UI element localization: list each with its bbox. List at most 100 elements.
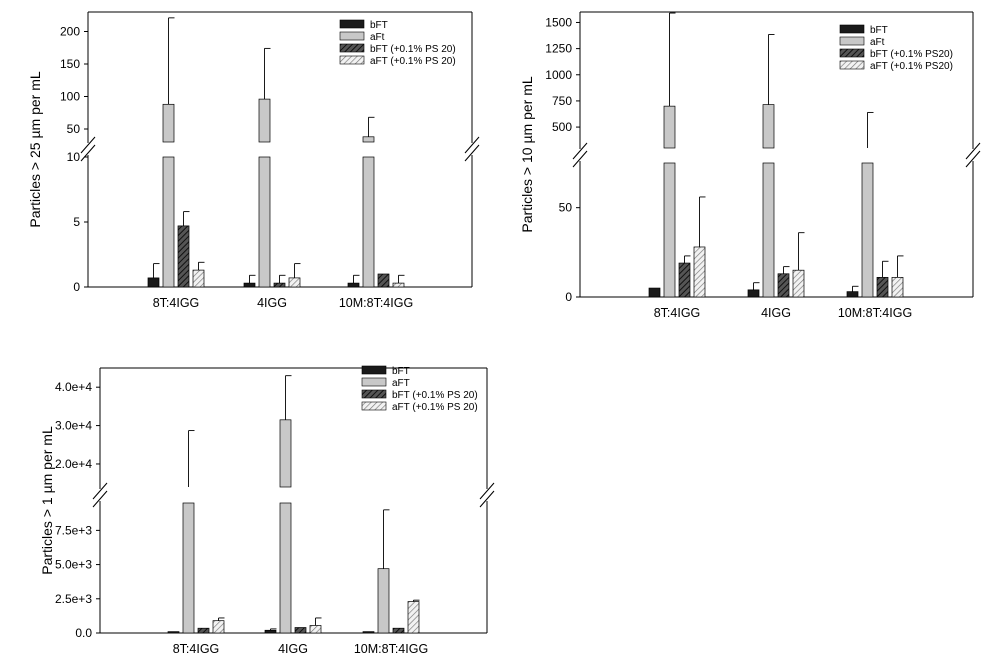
- chart-particles-1um: 0.0 2.5e+3 5.0e+3 7.5e+3 2.0e+4 3.0e+4 4.0e+4 P…: [39, 365, 495, 656]
- legend-swatch: [339, 43, 365, 53]
- legend-label: aFT (+0.1% PS20): [870, 61, 953, 72]
- bar: [273, 282, 286, 288]
- bars: [167, 375, 420, 634]
- legend-swatch: [339, 19, 365, 29]
- bar: [762, 162, 775, 298]
- y-tick-label: 2.0e+4: [55, 457, 92, 471]
- bar: [258, 156, 271, 288]
- bar: [288, 277, 301, 288]
- bar: [147, 277, 160, 288]
- y-tick-label: 1000: [545, 68, 572, 82]
- bar: [392, 627, 405, 634]
- y-tick-label: 0: [73, 280, 80, 294]
- legend-label: aFT (+0.1% PS 20): [392, 402, 478, 413]
- bar: [347, 282, 360, 288]
- legend-swatch: [839, 36, 865, 46]
- legend-label: bFT (+0.1% PS 20): [392, 390, 478, 401]
- y-tick-label: 50: [67, 122, 81, 136]
- bar: [891, 276, 904, 298]
- axis-break-mark: [464, 144, 480, 162]
- bar: [167, 631, 180, 634]
- y-tick-label: 5.0e+3: [55, 558, 92, 572]
- bar: [212, 620, 225, 634]
- y-tick-label: 200: [60, 25, 80, 39]
- y-tick-label: 150: [60, 57, 80, 71]
- legend-label: aFT: [392, 378, 410, 389]
- bar: [279, 502, 292, 634]
- legend-swatch: [839, 24, 865, 34]
- axis-break-mark: [965, 142, 981, 160]
- legend-label: bFT: [370, 20, 388, 31]
- x-tick-label: 4IGG: [257, 296, 287, 310]
- bar-upper: [279, 419, 292, 488]
- axis-break-mark: [464, 136, 480, 154]
- bar: [377, 568, 390, 634]
- bar: [693, 246, 706, 298]
- bar: [362, 156, 375, 288]
- legend-label: bFT (+0.1% PS 20): [370, 44, 456, 55]
- y-tick-label: 500: [552, 120, 572, 134]
- bar: [177, 225, 190, 288]
- legend-swatch: [361, 389, 387, 399]
- bar: [197, 627, 210, 634]
- y-tick-label: 2.5e+3: [55, 592, 92, 606]
- y-tick-label: 1250: [545, 42, 572, 56]
- y-axis-label: Particles > 1 µm per mL: [39, 426, 55, 575]
- axis-break-mark: [572, 142, 588, 160]
- bar: [243, 282, 256, 288]
- bar: [861, 162, 874, 298]
- bar-upper: [362, 136, 375, 143]
- y-axis-label: Particles > 25 µm per mL: [27, 71, 43, 228]
- axis-break-mark: [479, 482, 495, 500]
- legend-swatch: [839, 48, 865, 58]
- y-tick-label: 7.5e+3: [55, 523, 92, 537]
- legend-swatch: [361, 365, 387, 375]
- x-tick-label: 10M:8T:4IGG: [354, 642, 428, 656]
- x-tick-label: 4IGG: [761, 306, 791, 320]
- bar: [162, 156, 175, 288]
- axes: 0 50 500 750 1000 1250 1500: [545, 11, 981, 304]
- axis-break-mark: [479, 490, 495, 508]
- legend-swatch: [361, 377, 387, 387]
- axis-break-mark: [92, 482, 108, 500]
- legend-swatch: [339, 55, 365, 65]
- bar: [264, 629, 277, 634]
- chart-particles-25um: 0 5 10 50 100 150 200 Particles > 25 µm per mL 8…: [27, 11, 480, 310]
- bar: [377, 273, 390, 288]
- y-tick-label: 1500: [545, 15, 572, 29]
- bar-upper: [663, 105, 676, 149]
- y-tick-label: 4.0e+4: [55, 380, 92, 394]
- bar-upper: [162, 103, 175, 143]
- axis-break-mark: [80, 144, 96, 162]
- bars: [147, 17, 405, 288]
- bar: [846, 291, 859, 298]
- legend-label: bFT: [392, 366, 410, 377]
- x-tick-label: 4IGG: [278, 642, 308, 656]
- y-tick-label: 10: [67, 150, 81, 164]
- y-tick-label: 3.0e+4: [55, 419, 92, 433]
- legend-label: aFt: [870, 37, 885, 48]
- x-tick-label: 8T:4IGG: [654, 306, 701, 320]
- y-axis-label: Particles > 10 µm per mL: [519, 76, 535, 233]
- bar: [777, 273, 790, 298]
- bar: [678, 262, 691, 298]
- legend-swatch: [361, 401, 387, 411]
- bar: [309, 625, 322, 634]
- legend-label: aFT (+0.1% PS 20): [370, 56, 456, 67]
- legend-label: aFt: [370, 32, 385, 43]
- bar: [294, 627, 307, 634]
- legend-label: bFT (+0.1% PS20): [870, 49, 953, 60]
- x-tick-label: 8T:4IGG: [153, 296, 200, 310]
- bars: [648, 12, 904, 298]
- bar: [362, 631, 375, 634]
- bar: [192, 269, 205, 288]
- y-tick-label: 5: [73, 215, 80, 229]
- bar: [792, 269, 805, 298]
- bar: [182, 502, 195, 634]
- bar-upper: [258, 98, 271, 143]
- bar: [407, 601, 420, 634]
- x-tick-label: 10M:8T:4IGG: [838, 306, 912, 320]
- axes: 0.0 2.5e+3 5.0e+3 7.5e+3 2.0e+4 3.0e+4 4.0e+4: [55, 367, 495, 640]
